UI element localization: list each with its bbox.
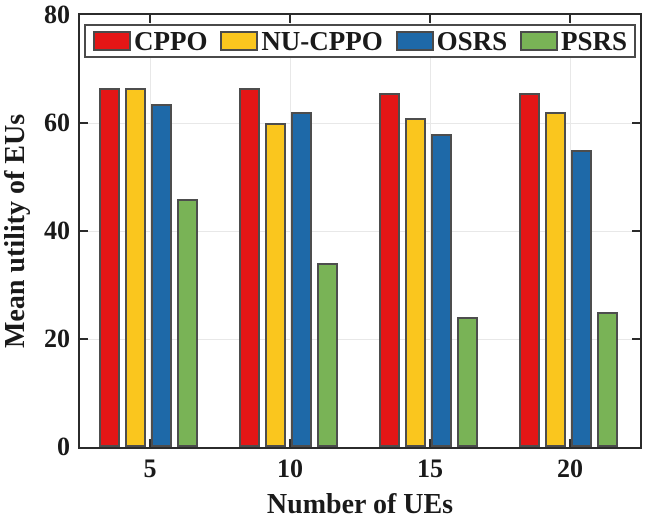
y-tick-label: 80 [44, 0, 70, 29]
horizontal-gridline [80, 230, 640, 232]
y-tick-mark-right [632, 230, 640, 232]
x-tick-mark-bottom [569, 439, 571, 447]
y-tick-mark-left [80, 338, 88, 340]
legend-item-osrs: OSRS [395, 25, 508, 56]
bar-psrs [316, 263, 338, 447]
horizontal-gridline [80, 122, 640, 124]
x-tick-mark-top [149, 15, 151, 23]
x-tick-label: 10 [277, 454, 303, 483]
x-tick-mark-bottom [149, 439, 151, 447]
bar-nu-cppo [124, 87, 146, 447]
x-tick-label: 5 [143, 454, 157, 483]
legend-item-cppo: CPPO [93, 25, 208, 56]
legend-label: CPPO [134, 25, 208, 56]
bar-psrs [456, 317, 478, 447]
x-axis-title: Number of UEs [266, 489, 454, 520]
legend-label: PSRS [560, 25, 627, 56]
x-tick-mark-top [289, 15, 291, 23]
legend-swatch [519, 31, 558, 51]
bar-osrs [290, 112, 312, 447]
bar-nu-cppo [544, 112, 566, 447]
bar-psrs [596, 312, 618, 447]
horizontal-gridline [80, 338, 640, 340]
legend-item-nu-cppo: NU-CPPO [220, 25, 383, 56]
y-tick-mark-right [632, 338, 640, 340]
legend-swatch [395, 31, 434, 51]
bar-cppo [518, 93, 540, 447]
legend-label: NU-CPPO [261, 25, 383, 56]
legend-label: OSRS [436, 25, 508, 56]
y-axis-title: Mean utility of EUs [0, 113, 31, 349]
legend: CPPO NU-CPPO OSRS PSRS [84, 24, 636, 58]
y-tick-label: 20 [44, 324, 70, 353]
y-tick-mark-left [80, 230, 88, 232]
bar-cppo [238, 87, 260, 447]
x-tick-label: 15 [417, 454, 443, 483]
x-tick-mark-top [569, 15, 571, 23]
x-tick-mark-top [429, 15, 431, 23]
y-tick-mark-left [80, 122, 88, 124]
bar-osrs [150, 104, 172, 447]
vertical-gridline [429, 15, 431, 447]
x-tick-mark-bottom [289, 439, 291, 447]
bar-osrs [430, 133, 452, 447]
y-tick-label: 60 [44, 108, 70, 137]
legend-item-psrs: PSRS [519, 25, 627, 56]
vertical-gridline [289, 15, 291, 447]
bar-cppo [378, 93, 400, 447]
vertical-gridline [149, 15, 151, 447]
bar-nu-cppo [404, 117, 426, 447]
legend-swatch [93, 31, 131, 51]
y-tick-label: 40 [44, 216, 70, 245]
vertical-gridline [569, 15, 571, 447]
legend-swatch [220, 31, 259, 51]
bar-psrs [176, 198, 198, 447]
x-tick-label: 20 [557, 454, 583, 483]
y-tick-mark-right [632, 122, 640, 124]
bar-nu-cppo [264, 123, 286, 447]
x-tick-mark-bottom [429, 439, 431, 447]
plot-area: CPPO NU-CPPO OSRS PSRS [78, 13, 642, 449]
y-tick-label: 0 [57, 432, 70, 461]
bar-cppo [98, 87, 120, 447]
bar-osrs [570, 150, 592, 447]
